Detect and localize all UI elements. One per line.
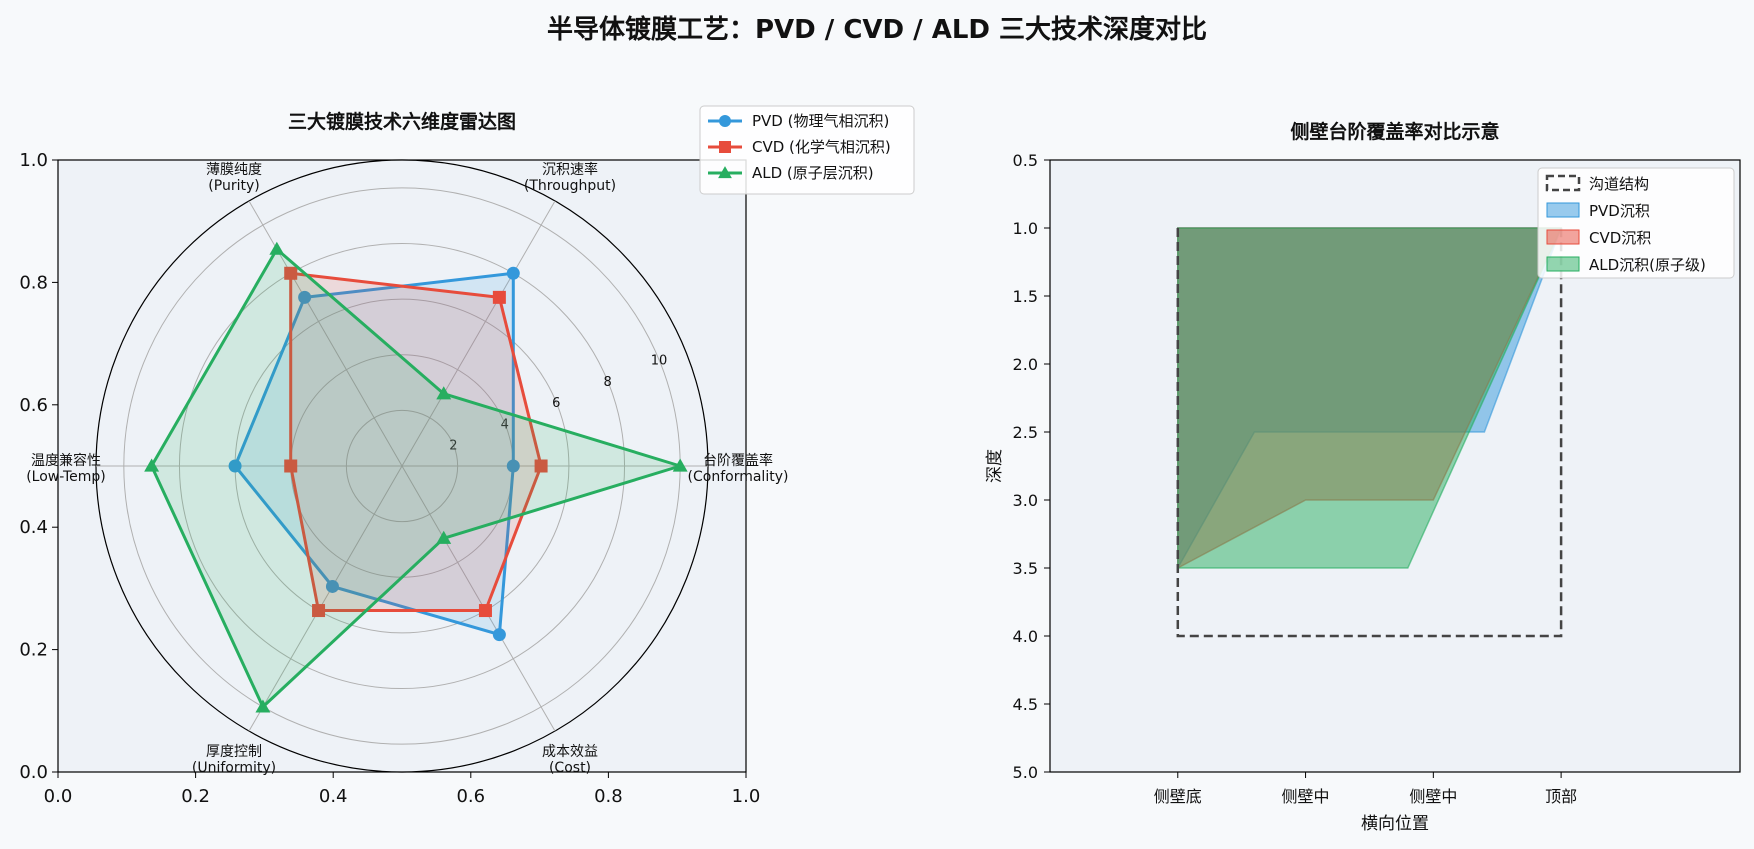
legend-swatch-trench <box>1545 174 1581 192</box>
radar-point <box>228 459 242 473</box>
radar-r-tick-label: 4 <box>501 417 509 432</box>
legend-label: ALD沉积(原子级) <box>1589 256 1706 274</box>
y-tick-label: 2.0 <box>1013 355 1038 374</box>
radar-point <box>269 241 285 255</box>
frame-y-tick-label: 0.6 <box>19 395 48 416</box>
x-tick-label: 侧壁底 <box>1154 787 1202 806</box>
radar-point <box>312 604 326 618</box>
coverage-chart: 侧壁台阶覆盖率对比示意 侧壁底 侧壁中 侧壁中 顶部 0.5 1.0 1.5 2.0 2.5 3.… <box>985 120 1741 834</box>
figure-title: 半导体镀膜工艺：PVD / CVD / ALD 三大技术深度对比 <box>547 14 1207 45</box>
radar-point <box>255 699 271 713</box>
radar-category-label: 台阶覆盖率(Conformality) <box>688 452 789 485</box>
frame-x-tick-label: 0.4 <box>319 786 348 807</box>
radar-legend: PVD (物理气相沉积) CVD (化学气相沉积) ALD (原子层沉积) <box>699 105 915 195</box>
radar-point <box>492 628 506 642</box>
radar-point <box>478 604 492 618</box>
frame-y-tick-label: 0.2 <box>19 640 48 661</box>
frame-x-tick-label: 0.8 <box>594 786 623 807</box>
radar-r-tick-label: 8 <box>603 375 611 390</box>
radar-chart: 三大镀膜技术六维度雷达图 0.0 0.2 0.4 0.6 0.8 1.0 0.0 0.2 0.4… <box>19 105 915 807</box>
x-tick-label: 顶部 <box>1545 787 1577 806</box>
legend-swatch <box>1546 202 1580 218</box>
y-tick-label: 4.0 <box>1013 627 1038 646</box>
radar-category-label: 沉积速率(Throughput) <box>524 161 616 194</box>
frame-x-tick-label: 0.0 <box>44 786 73 807</box>
trench-outline <box>1176 228 1563 638</box>
y-tick-label: 2.5 <box>1013 423 1038 442</box>
coverage-legend: 沟道结构 PVD沉积 CVD沉积 ALD沉积(原子级) <box>1537 167 1735 279</box>
frame-x-tick-label: 0.2 <box>181 786 210 807</box>
x-tick-label: 侧壁中 <box>1409 787 1457 806</box>
legend-marker <box>718 166 732 179</box>
y-tick-label: 0.5 <box>1013 151 1038 170</box>
radar-category-label: 薄膜纯度(Purity) <box>206 162 262 194</box>
x-tick-label: 侧壁中 <box>1282 787 1330 806</box>
legend-label: CVD沉积 <box>1589 229 1651 247</box>
radar-point <box>506 459 520 473</box>
radar-point <box>672 458 688 472</box>
radar-r-tick-label: 2 <box>449 439 457 454</box>
radar-point <box>284 459 298 473</box>
legend-marker <box>719 115 731 127</box>
radar-point <box>436 530 452 544</box>
y-tick-label: 3.5 <box>1013 559 1038 578</box>
frame-y-tick-label: 0.4 <box>19 517 48 538</box>
radar-spoke <box>401 465 556 732</box>
frame-x-tick-label: 1.0 <box>732 786 761 807</box>
legend-box <box>699 105 915 195</box>
radar-category-label: 厚度控制(Uniformity) <box>192 744 276 776</box>
radar-point <box>284 266 298 280</box>
radar-point <box>436 386 452 400</box>
legend-swatch <box>1546 256 1580 272</box>
y-tick-label: 1.0 <box>1013 219 1038 238</box>
radar-area-2 <box>151 249 681 707</box>
x-axis-label: 横向位置 <box>1361 814 1429 834</box>
frame-x-tick-label: 0.6 <box>456 786 485 807</box>
legend-label: PVD (物理气相沉积) <box>752 112 889 130</box>
frame-y-tick-label: 0.0 <box>19 762 48 783</box>
radar-spoke <box>248 200 403 467</box>
legend-swatch <box>1546 229 1580 245</box>
coverage-title: 侧壁台阶覆盖率对比示意 <box>1290 120 1499 143</box>
radar-category-label: 成本效益(Cost) <box>542 744 598 776</box>
radar-spoke <box>401 200 556 467</box>
radar-spoke <box>248 465 403 732</box>
y-tick-label: 5.0 <box>1013 763 1038 782</box>
radar-point <box>144 458 160 472</box>
radar-point <box>492 290 506 304</box>
frame-y-tick-label: 1.0 <box>19 150 48 171</box>
radar-point <box>534 459 548 473</box>
radar-point <box>506 266 520 280</box>
radar-r-tick-label: 10 <box>651 354 668 369</box>
radar-category-label: 温度兼容性(Low-Temp) <box>26 452 106 485</box>
legend-label: PVD沉积 <box>1589 202 1650 220</box>
frame-y-tick-label: 0.8 <box>19 272 48 293</box>
radar-point <box>298 290 312 304</box>
legend-label: ALD (原子层沉积) <box>752 164 874 182</box>
y-tick-label: 4.5 <box>1013 695 1038 714</box>
legend-label: 沟道结构 <box>1589 175 1649 193</box>
legend-marker <box>719 141 731 153</box>
radar-title: 三大镀膜技术六维度雷达图 <box>288 110 516 133</box>
y-tick-label: 1.5 <box>1013 287 1038 306</box>
radar-r-tick-label: 6 <box>552 396 560 411</box>
y-tick-label: 3.0 <box>1013 491 1038 510</box>
y-axis-label: 深度 <box>985 449 1005 483</box>
legend-label: CVD (化学气相沉积) <box>752 138 891 156</box>
radar-point <box>325 579 339 593</box>
legend-box <box>1537 167 1735 279</box>
